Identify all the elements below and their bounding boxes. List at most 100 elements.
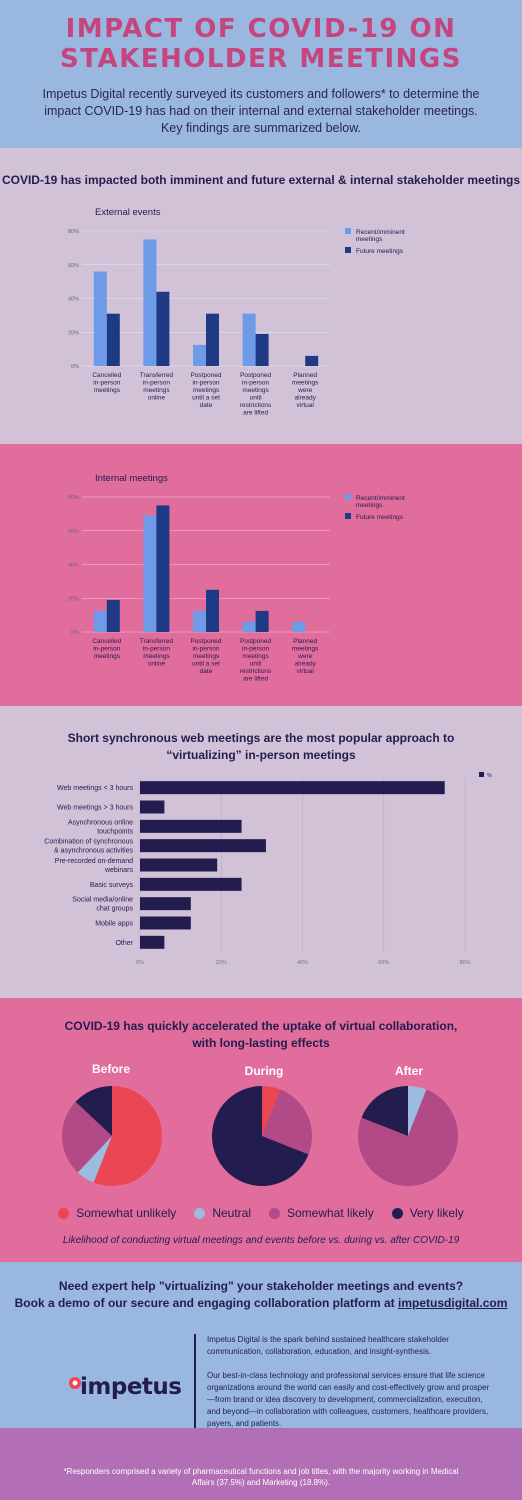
bar bbox=[140, 897, 191, 911]
y-tick-label: Basic surveys bbox=[90, 882, 134, 889]
bar bbox=[255, 333, 269, 366]
x-tick-label: in-person bbox=[143, 646, 170, 653]
pie-slice bbox=[77, 1136, 112, 1183]
external-events-chart: External events0%20%40%60%80%Cancelledin… bbox=[68, 207, 405, 417]
legend-very-likely: Very likely bbox=[391, 1206, 464, 1220]
bar bbox=[143, 515, 157, 632]
y-tick-label: Asynchronous online bbox=[68, 819, 133, 826]
x-tick-label: in-person bbox=[192, 646, 219, 653]
legend-dot-unlikely bbox=[58, 1207, 70, 1219]
intro-text: Impetus Digital recently surveyed its cu… bbox=[42, 87, 480, 135]
x-tick-label: in-person bbox=[242, 380, 269, 387]
y-tick-label: & asynchronous activities bbox=[54, 848, 133, 855]
chart-title: Internal meetings bbox=[95, 473, 168, 484]
x-tick-label: until a set bbox=[192, 661, 220, 668]
legend-dot-somewhat bbox=[269, 1207, 280, 1219]
legend-swatch-recent bbox=[345, 494, 351, 500]
bar bbox=[93, 610, 107, 632]
external-events-section: COVID-19 has impacted both imminent and … bbox=[0, 148, 522, 444]
x-tick-label: meetings bbox=[292, 380, 319, 387]
x-tick-label: restrictions bbox=[240, 402, 272, 409]
y-tick-label: 80% bbox=[68, 495, 79, 501]
x-tick-label: Postponed bbox=[240, 372, 271, 379]
x-tick-label: 60% bbox=[378, 960, 389, 966]
bar bbox=[140, 935, 165, 949]
bar bbox=[156, 505, 170, 632]
legend-neutral: Neutral bbox=[194, 1206, 251, 1220]
about-paragraph-2: Our best-in-class technology and profess… bbox=[207, 1371, 490, 1428]
y-tick-label: 40% bbox=[68, 563, 79, 569]
x-tick-label: Planned bbox=[293, 638, 317, 645]
x-tick-label: until bbox=[250, 395, 262, 402]
page-title-line1: IMPACT OF COVID-19 ON bbox=[65, 14, 457, 44]
bar bbox=[140, 781, 445, 795]
x-tick-label: until bbox=[250, 661, 262, 668]
x-tick-label: Postponed bbox=[190, 372, 221, 379]
x-tick-label: Transferred bbox=[140, 638, 174, 645]
x-tick-label: already bbox=[295, 395, 317, 402]
impetus-logo: impetus bbox=[66, 1374, 182, 1400]
y-tick-label: chat groups bbox=[96, 906, 133, 913]
legend-somewhat-likely: Somewhat likely bbox=[269, 1206, 374, 1220]
chart-title: External events bbox=[95, 207, 161, 218]
logo-text: impetus bbox=[80, 1374, 182, 1400]
y-tick-label: 0% bbox=[71, 364, 79, 370]
x-tick-label: virtual bbox=[297, 668, 315, 675]
x-tick-label: 20% bbox=[216, 960, 227, 966]
x-tick-label: in-person bbox=[143, 380, 170, 387]
y-tick-label: Web meetings > 3 hours bbox=[57, 805, 133, 812]
legend-label: Recent/imminent bbox=[356, 229, 405, 236]
bar bbox=[292, 621, 306, 632]
legend-swatch-future bbox=[345, 247, 351, 253]
bar bbox=[106, 313, 120, 366]
legend-label: meetings bbox=[356, 236, 383, 243]
pie-label-after: After bbox=[394, 1064, 423, 1078]
y-tick-label: Social media/online bbox=[72, 897, 133, 904]
section-title-uptake-line1: COVID-19 has quickly accelerated the upt… bbox=[64, 1019, 458, 1033]
x-tick-label: meetings bbox=[242, 387, 269, 394]
y-tick-label: 40% bbox=[68, 297, 79, 303]
bar bbox=[140, 916, 191, 930]
x-tick-label: are lifted bbox=[243, 676, 268, 683]
y-tick-label: webinars bbox=[104, 867, 134, 874]
cta-link[interactable]: impetusdigital.com bbox=[398, 1296, 508, 1310]
pie-legend: Somewhat unlikely Neutral Somewhat likel… bbox=[0, 1206, 522, 1220]
legend-swatch bbox=[479, 772, 484, 777]
internal-meetings-chart: Internal meetings 0% 20% 40% 60% 80% Cancelled… bbox=[68, 473, 405, 683]
x-tick-label: date bbox=[200, 668, 213, 675]
y-tick-label: Other bbox=[115, 940, 133, 947]
about-text: Impetus Digital is the spark behind sust… bbox=[207, 1334, 497, 1430]
pie-slice bbox=[408, 1086, 427, 1136]
y-tick-label: Web meetings < 3 hours bbox=[57, 785, 133, 792]
x-tick-label: restrictions bbox=[240, 668, 272, 675]
x-tick-label: were bbox=[297, 653, 312, 660]
y-tick-label: 20% bbox=[68, 330, 79, 336]
x-tick-label: were bbox=[297, 387, 312, 394]
x-tick-label: Cancelled bbox=[92, 372, 121, 379]
section-title-uptake: COVID-19 has quickly accelerated the upt… bbox=[0, 998, 522, 1052]
x-tick-label: online bbox=[148, 661, 166, 668]
x-tick-label: 0% bbox=[136, 960, 144, 966]
y-tick-label: 60% bbox=[68, 263, 79, 269]
legend-dot-very bbox=[391, 1207, 403, 1219]
virtual-approach-section: Short synchronous web meetings are the m… bbox=[0, 706, 522, 998]
cta-line1: Need expert help "virtualizing" your sta… bbox=[58, 1279, 464, 1293]
section-title-uptake-line2: with long-lasting effects bbox=[192, 1036, 330, 1050]
section-title-approach-line1: Short synchronous web meetings are the m… bbox=[67, 731, 455, 745]
pie-slice bbox=[62, 1101, 112, 1173]
x-tick-label: online bbox=[148, 395, 166, 402]
legend-label: Somewhat unlikely bbox=[76, 1206, 177, 1220]
x-tick-label: Postponed bbox=[190, 638, 221, 645]
bar bbox=[143, 239, 157, 366]
pie-caption: Likelihood of conducting virtual meeting… bbox=[62, 1235, 460, 1246]
page-title-line2: STAKEHOLDER MEETINGS bbox=[60, 44, 462, 74]
pie-during bbox=[211, 1086, 312, 1186]
bar bbox=[193, 344, 206, 366]
y-tick-label: 60% bbox=[68, 529, 79, 535]
virtual-uptake-section: COVID-19 has quickly accelerated the upt… bbox=[0, 998, 522, 1262]
legend-label: % bbox=[487, 773, 492, 779]
bar bbox=[140, 800, 165, 814]
virtual-approach-chart: 0% 20% 40% 60% 80% Web meetings < 3 hours Web … bbox=[44, 772, 492, 966]
x-tick-label: meetings bbox=[143, 387, 170, 394]
bar bbox=[206, 589, 219, 632]
